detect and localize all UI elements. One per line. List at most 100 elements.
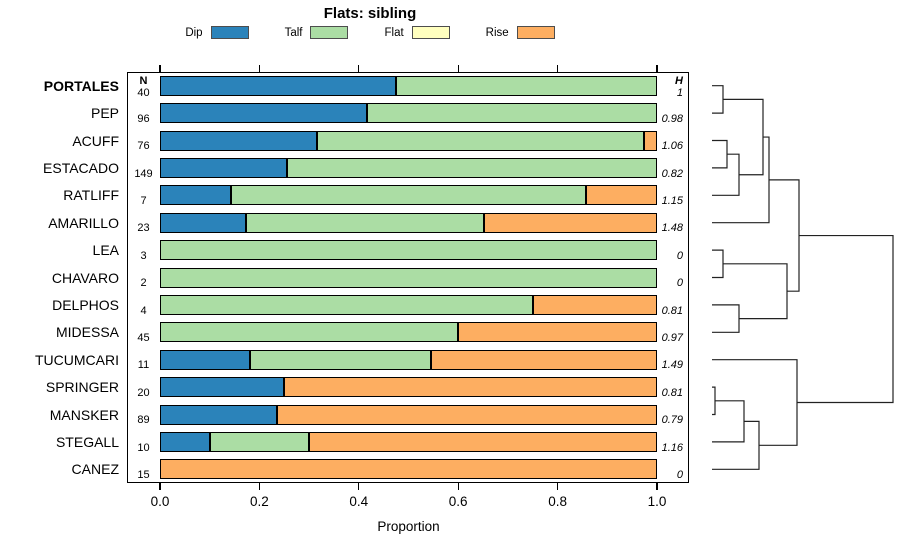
bar-segment-dip [160, 157, 287, 178]
bar-segment-talf [286, 157, 657, 178]
n-value: 45 [137, 331, 150, 344]
bar-segment-dip [160, 212, 247, 233]
h-value: 1.15 [661, 194, 683, 207]
n-value: 20 [137, 386, 150, 399]
n-value-cell: 10 [130, 428, 157, 455]
bar-segment-rise [644, 130, 657, 151]
h-value: 1 [676, 87, 683, 99]
bar-segment-dip [160, 185, 232, 206]
dendrogram-link [712, 249, 724, 279]
h-value-cell: 1.15 [654, 182, 686, 209]
bar-segment-dip [160, 431, 210, 452]
dendrogram-link [769, 179, 800, 292]
n-value: 76 [137, 140, 150, 153]
dendrogram-link [723, 98, 764, 176]
stacked-bar [160, 294, 657, 315]
n-value: 96 [137, 112, 150, 125]
x-axis-top-tick [457, 65, 459, 72]
h-value-cell: 1.16 [654, 428, 686, 455]
n-value-cell: 20 [130, 373, 157, 400]
stacked-bar [160, 349, 657, 370]
bar-segment-talf [317, 130, 645, 151]
dendrogram-link [712, 420, 760, 470]
x-axis-tick [557, 483, 559, 490]
bar-segment-dip [160, 75, 397, 96]
bar-segment-rise [532, 294, 657, 315]
dendrogram-link [712, 136, 770, 224]
n-value: 3 [140, 249, 147, 262]
legend-label-talf: Talf [284, 26, 303, 39]
row-label: TUCUMCARI [35, 351, 119, 368]
n-value-cell: 15 [130, 456, 157, 483]
n-value: 2 [140, 277, 147, 290]
bar-segment-talf [246, 212, 485, 233]
n-column-header: N [139, 75, 148, 87]
bar-segment-talf [209, 431, 310, 452]
h-value: 1.06 [661, 140, 683, 153]
legend-item: Talf [285, 26, 349, 39]
h-value: 1.16 [661, 441, 683, 454]
bar-segment-dip [160, 103, 368, 124]
row-label: CANEZ [71, 461, 119, 478]
h-value: 0 [676, 277, 683, 290]
bar-segment-talf [367, 103, 657, 124]
bar-segment-talf [160, 322, 459, 343]
x-axis-tick [656, 483, 658, 490]
stacked-bar [160, 240, 657, 261]
n-value-cell: 149 [130, 154, 157, 181]
h-value-cell: 1.48 [654, 209, 686, 236]
x-axis-tick-label: 1.0 [647, 494, 667, 509]
legend-swatch-dip [210, 26, 249, 39]
dendrogram-link [712, 304, 740, 333]
n-value-cell: 76 [130, 127, 157, 154]
stacked-bar [160, 75, 657, 96]
stacked-bar [160, 103, 657, 124]
h-value-cell: 0.81 [654, 373, 686, 400]
bar-segment-rise [484, 212, 657, 233]
bar-segment-talf [231, 185, 586, 206]
legend-swatch-rise [516, 26, 555, 39]
x-axis-top-tick [358, 65, 360, 72]
n-value: 10 [137, 441, 150, 454]
row-label: SPRINGER [45, 379, 119, 396]
bar-segment-dip [160, 349, 251, 370]
row-label: ESTACADO [43, 159, 119, 176]
bar-segment-talf [396, 75, 657, 96]
n-value: 4 [140, 304, 147, 317]
bar-segment-rise [277, 404, 657, 425]
row-label: PEP [90, 105, 119, 122]
x-axis-tick [457, 483, 459, 490]
h-value: 0 [676, 249, 683, 262]
row-label: DELPHOS [52, 296, 119, 313]
h-value-cell: 0 [654, 236, 686, 263]
stacked-bar [160, 157, 657, 178]
n-value: 149 [134, 167, 153, 180]
dendrogram-link [712, 85, 724, 114]
stacked-bar [160, 459, 657, 480]
x-axis-title: Proportion [377, 519, 440, 534]
x-axis-tick-label: 0.8 [548, 494, 567, 509]
x-axis-tick [358, 483, 360, 490]
legend-label-flat: Flat [384, 26, 404, 39]
row-label: PORTALES [43, 77, 119, 94]
n-value: 89 [137, 414, 150, 427]
legend-label-dip: Dip [185, 26, 203, 39]
n-value: 15 [137, 468, 150, 481]
x-axis-tick [258, 483, 260, 490]
h-column-header: H [675, 75, 683, 87]
stacked-bar [160, 377, 657, 398]
legend-item: Dip [185, 26, 249, 39]
stacked-bar [160, 267, 657, 288]
row-label: STEGALL [55, 433, 119, 450]
h-value-cell: 0 [654, 456, 686, 483]
bar-segment-dip [160, 404, 278, 425]
row-label: ACUFF [72, 132, 119, 149]
stacked-bar [160, 212, 657, 233]
row-label: AMARILLO [48, 214, 119, 231]
h-value-cell: 0.98 [654, 99, 686, 126]
h-value: 0.79 [661, 414, 683, 427]
row-label: MANSKER [49, 406, 119, 423]
x-axis-tick-label: 0.2 [250, 494, 269, 509]
bar-segment-talf [160, 294, 533, 315]
